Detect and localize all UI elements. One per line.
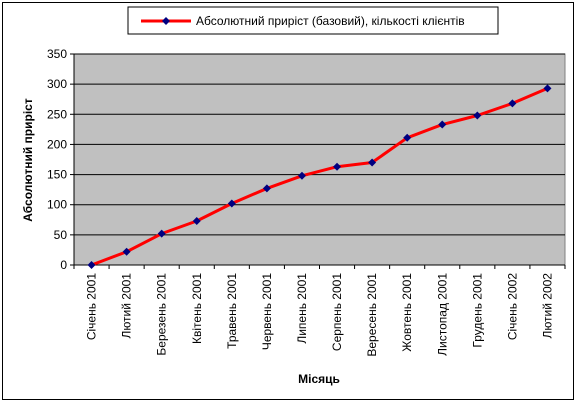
data-point xyxy=(508,99,517,108)
legend: Абсолютний приріст (базовий), кількості … xyxy=(127,6,499,35)
legend-label: Абсолютний приріст (базовий), кількості … xyxy=(196,14,465,28)
data-point xyxy=(122,247,131,256)
y-tick-label: 150 xyxy=(47,168,67,182)
x-tick-label: Лютий 2002 xyxy=(540,273,554,339)
data-point xyxy=(403,133,412,142)
x-tick-label: Червень 2001 xyxy=(260,273,274,350)
y-tick-label: 200 xyxy=(47,137,67,151)
x-tick-label: Січень 2002 xyxy=(505,273,519,340)
x-tick-label: Вересень 2001 xyxy=(365,273,379,357)
series-line xyxy=(91,86,549,267)
x-tick-label: Січень 2001 xyxy=(85,273,99,340)
x-tick-label: Жовтень 2001 xyxy=(400,273,414,352)
data-point xyxy=(297,171,306,180)
y-axis-title: Абсолютний приріст xyxy=(21,98,35,222)
x-tick-label: Квітень 2001 xyxy=(190,273,204,344)
data-point xyxy=(227,199,236,208)
gridlines xyxy=(74,53,565,236)
data-point xyxy=(473,111,482,120)
data-point xyxy=(192,216,201,225)
x-tick-label: Лютий 2001 xyxy=(120,273,134,339)
x-tick-label: Листопад 2001 xyxy=(435,273,449,356)
data-point xyxy=(87,261,96,269)
data-point xyxy=(262,184,271,193)
x-tick-label: Грудень 2001 xyxy=(470,273,484,348)
series-markers xyxy=(87,84,552,269)
data-point xyxy=(368,158,377,167)
legend-marker-sample xyxy=(162,17,170,25)
x-tick-label: Липень 2001 xyxy=(295,273,309,344)
data-point xyxy=(543,84,552,93)
x-tick-label: Травень 2001 xyxy=(225,273,239,349)
data-point xyxy=(438,120,447,129)
x-axis-ticks: Січень 2001 Лютий 2001 Березень 2001 Квітен… xyxy=(73,265,566,357)
y-tick-label: 0 xyxy=(60,258,67,272)
x-axis-title: Місяць xyxy=(298,372,340,386)
x-tick-label: Березень 2001 xyxy=(155,273,169,356)
y-tick-label: 100 xyxy=(47,198,67,212)
y-axis-ticks: 0 50 100 150 200 250 300 350 xyxy=(47,47,74,272)
y-tick-label: 250 xyxy=(47,107,67,121)
y-tick-label: 300 xyxy=(47,77,67,91)
data-point xyxy=(333,162,342,171)
y-tick-label: 350 xyxy=(47,47,67,61)
x-tick-label: Серпень 2001 xyxy=(330,273,344,351)
data-point xyxy=(157,229,166,238)
plot-area xyxy=(73,53,566,266)
y-tick-label: 50 xyxy=(54,228,68,242)
